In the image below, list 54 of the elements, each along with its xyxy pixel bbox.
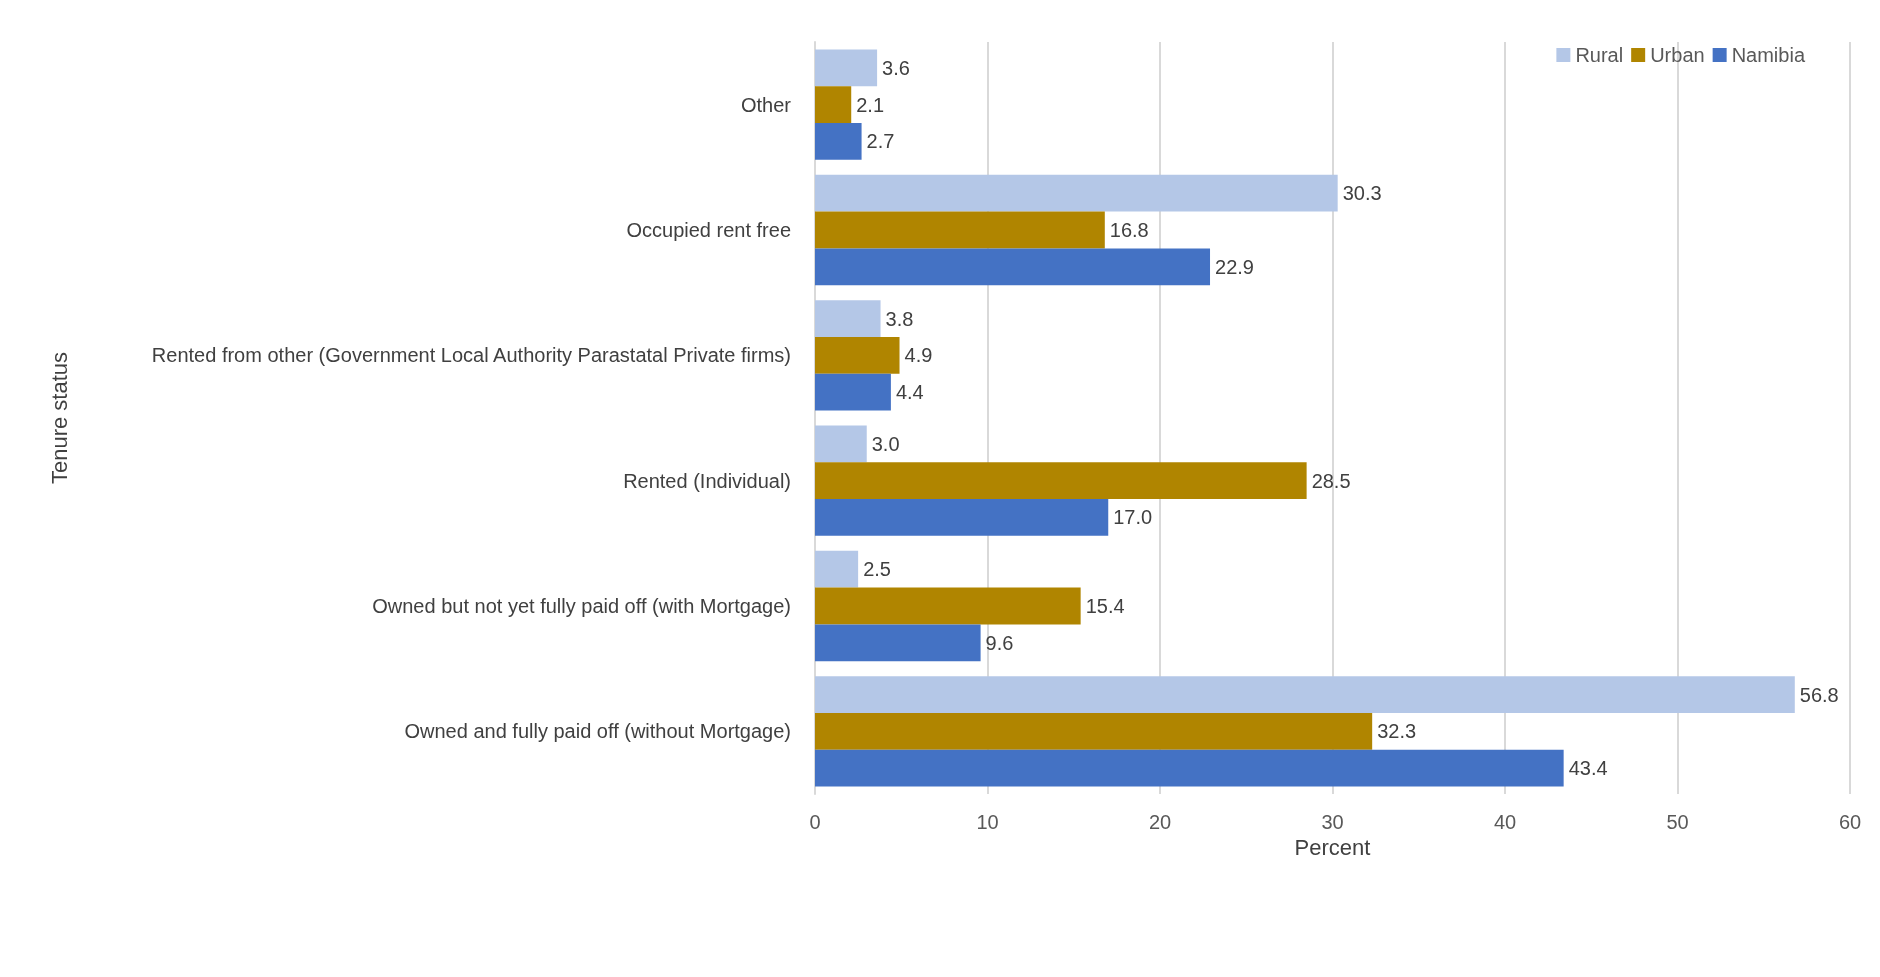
bar bbox=[815, 174, 1338, 212]
bar bbox=[815, 462, 1307, 500]
data-label: 3.8 bbox=[885, 307, 914, 330]
data-label: 4.9 bbox=[904, 344, 933, 367]
y-tick-label: Rented (Individual) bbox=[623, 469, 791, 492]
data-label: 32.3 bbox=[1377, 720, 1417, 743]
data-label: 4.4 bbox=[895, 381, 924, 404]
legend-label: Urban bbox=[1650, 44, 1705, 66]
x-axis-title: Percent bbox=[1294, 835, 1371, 861]
data-label: 2.1 bbox=[856, 93, 885, 116]
bar bbox=[815, 550, 859, 588]
data-label: 3.6 bbox=[882, 56, 910, 79]
y-axis-title: Tenure status bbox=[46, 351, 72, 485]
data-label: 28.5 bbox=[1311, 469, 1351, 492]
data-label: 3.0 bbox=[871, 432, 900, 455]
bar bbox=[815, 749, 1564, 787]
bar bbox=[815, 425, 867, 463]
y-tick-label: Occupied rent free bbox=[626, 219, 791, 241]
legend-label: Namibia bbox=[1731, 44, 1806, 66]
data-label: 2.5 bbox=[863, 558, 891, 581]
bar bbox=[815, 336, 900, 374]
data-label: 22.9 bbox=[1215, 255, 1254, 278]
x-tick-label: 10 bbox=[976, 811, 999, 833]
y-tick-label: Other bbox=[740, 93, 792, 116]
legend-label: Rural bbox=[1575, 44, 1624, 66]
data-label: 2.7 bbox=[866, 130, 895, 153]
bar bbox=[815, 712, 1373, 750]
data-label: 30.3 bbox=[1342, 182, 1382, 205]
x-tick-label: 50 bbox=[1666, 811, 1689, 833]
bar bbox=[815, 211, 1105, 249]
bar bbox=[815, 373, 891, 411]
y-tick-label: Owned but not yet fully paid off (with Mortgage) bbox=[372, 595, 791, 617]
bar bbox=[815, 123, 862, 160]
bar bbox=[815, 49, 878, 87]
data-label: 16.8 bbox=[1109, 219, 1149, 241]
y-tick-label: Rented from other (Government Local Authority Parastatal Private firms) bbox=[151, 344, 791, 367]
x-tick-label: 0 bbox=[809, 811, 821, 833]
x-tick-label: 60 bbox=[1838, 811, 1862, 833]
bar bbox=[815, 248, 1211, 286]
x-tick-label: 40 bbox=[1493, 811, 1517, 833]
x-tick-label: 20 bbox=[1148, 811, 1172, 833]
bar bbox=[815, 86, 852, 124]
x-tick-label: 30 bbox=[1321, 811, 1344, 833]
data-label: 9.6 bbox=[985, 631, 1014, 654]
y-tick-label: Owned and fully paid off (without Mortgage) bbox=[404, 720, 791, 743]
data-label: 56.8 bbox=[1799, 683, 1839, 706]
bar bbox=[815, 587, 1081, 625]
data-label: 17.0 bbox=[1113, 506, 1153, 529]
bar bbox=[815, 676, 1795, 713]
data-label: 15.4 bbox=[1085, 595, 1125, 617]
bar bbox=[815, 624, 981, 662]
bar bbox=[815, 300, 881, 337]
data-label: 43.4 bbox=[1568, 757, 1608, 780]
bar bbox=[815, 499, 1109, 536]
